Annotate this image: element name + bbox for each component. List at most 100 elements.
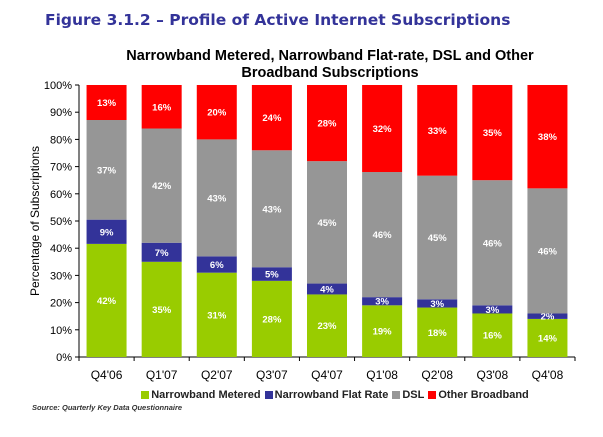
bar-segment (307, 294, 347, 357)
chart-title-line-2: Broadband Subscriptions (241, 65, 419, 81)
legend-item: Other Broadband (428, 389, 529, 401)
bar-segment (196, 256, 237, 273)
data-label: 3% (485, 305, 499, 316)
bar-segment (472, 305, 513, 314)
data-label: 20% (207, 108, 227, 119)
data-label: 42% (152, 181, 172, 192)
data-label: 43% (207, 193, 227, 204)
data-label: 35% (483, 128, 503, 139)
bar-segment (307, 85, 347, 162)
legend-item: Narrowband Flat Rate (264, 389, 389, 401)
chart-title-line-1: Narrowband Metered, Narrowband Flat-rate… (126, 48, 534, 64)
y-tick-label: 50% (50, 216, 72, 228)
bar-segment (362, 305, 403, 357)
bar-segment (527, 318, 568, 357)
bar-segment (527, 188, 568, 314)
data-label: 46% (538, 246, 558, 257)
data-label: 5% (265, 270, 279, 281)
bar-segment (86, 120, 127, 220)
bar-segment (141, 242, 182, 262)
bar-segment (251, 150, 292, 268)
bar-segment (417, 299, 458, 308)
y-tick-label: 40% (50, 243, 72, 255)
x-tick-label: Q4'06 (91, 368, 123, 382)
data-label: 24% (262, 113, 282, 124)
legend-label: Narrowband Metered (151, 389, 261, 401)
y-tick-label: 100% (44, 80, 72, 92)
data-label: 16% (483, 331, 503, 342)
bar-segment (307, 161, 347, 284)
legend-swatch (141, 391, 150, 399)
x-tick-label: Q3'07 (256, 368, 288, 382)
data-label: 33% (428, 126, 448, 137)
legend-label: Other Broadband (438, 389, 529, 401)
legend-swatch (392, 391, 401, 399)
chart-title: Narrowband Metered, Narrowband Flat-rate… (60, 48, 600, 82)
data-label: 6% (210, 260, 224, 271)
data-label: 46% (483, 238, 503, 249)
bar-segment (307, 283, 347, 295)
data-label: 32% (373, 124, 393, 135)
data-label: 42% (97, 296, 117, 307)
x-tick-label: Q4'07 (311, 368, 343, 382)
bar-segment (417, 85, 458, 176)
bar-segment (362, 172, 403, 298)
data-label: 9% (100, 227, 114, 238)
x-tick-label: Q2'08 (421, 368, 453, 382)
data-label: 3% (375, 297, 389, 308)
bar-segment (86, 85, 127, 121)
legend-label: Narrowband Flat Rate (274, 389, 389, 401)
bar-segment (251, 267, 292, 281)
bar-segment (141, 85, 182, 129)
bar-segment (251, 85, 292, 151)
x-tick-label: Q4'08 (532, 368, 564, 382)
bar-segment (362, 85, 403, 173)
bar-segment (527, 313, 568, 319)
data-label: 37% (97, 165, 117, 176)
bar-segment (86, 243, 127, 357)
x-tick-label: Q3'08 (477, 368, 509, 382)
legend-swatch (264, 391, 273, 399)
data-label: 3% (430, 299, 444, 310)
y-tick-label: 70% (50, 162, 72, 174)
data-label: 35% (152, 305, 172, 316)
y-tick-label: 10% (50, 325, 72, 337)
bar-segment (417, 307, 458, 357)
bar-segment (196, 85, 237, 140)
bar-segment (472, 313, 513, 357)
y-tick-label: 60% (50, 189, 72, 201)
y-tick-label: 80% (50, 134, 72, 146)
legend-item: DSL (392, 389, 424, 401)
data-label: 28% (317, 119, 337, 130)
data-label: 13% (97, 98, 117, 109)
data-label: 7% (155, 248, 169, 259)
data-label: 31% (207, 310, 227, 321)
data-label: 14% (538, 333, 558, 344)
data-label: 45% (317, 218, 337, 229)
bar-segment (196, 139, 237, 257)
data-label: 38% (538, 132, 558, 143)
bar-segment (196, 272, 237, 357)
legend-label: DSL (402, 389, 425, 401)
data-label: 19% (373, 327, 393, 338)
source-note: Source: Quarterly Key Data Questionnaire (32, 403, 183, 412)
y-tick-label: 0% (56, 352, 72, 364)
x-tick-label: Q1'07 (146, 368, 178, 382)
x-tick-label: Q1'08 (366, 368, 398, 382)
bar-segment (472, 180, 513, 306)
y-axis-label: Percentage of Subscriptions (28, 146, 42, 296)
data-label: 45% (428, 233, 448, 244)
bar-segment (141, 128, 182, 243)
data-label: 28% (262, 314, 282, 325)
data-label: 16% (152, 102, 172, 113)
figure-title: Figure 3.1.2 – Profile of Active Interne… (45, 11, 511, 29)
bar-segment (362, 297, 403, 306)
bar-segment (417, 175, 458, 300)
data-label: 18% (428, 328, 448, 339)
legend-swatch (428, 391, 437, 399)
bar-segment (86, 219, 127, 244)
x-tick-label: Q2'07 (201, 368, 233, 382)
legend-item: Narrowband Metered (141, 389, 261, 401)
legend: Narrowband Metered Narrowband Flat Rate DS… (135, 389, 535, 401)
